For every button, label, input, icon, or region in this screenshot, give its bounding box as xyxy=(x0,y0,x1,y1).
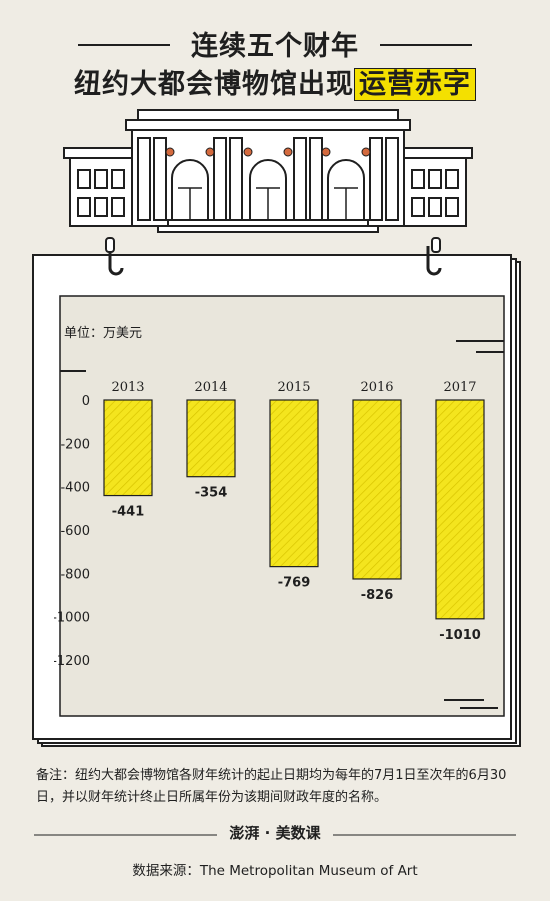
bar-chart: 0 -200 -400 -600 -800 -1000 -1200 2013 -441 2014… xyxy=(54,380,485,668)
bar xyxy=(186,399,236,478)
page-title-line1: 连续五个财年 xyxy=(191,31,359,62)
x-category-label: 2014 xyxy=(194,380,227,395)
bar-value-label: -441 xyxy=(112,505,145,520)
y-tick-label: -400 xyxy=(60,481,90,496)
page-title-line2: 纽约大都会博物馆出现 运营赤字 xyxy=(0,62,550,101)
y-tick-label: -1000 xyxy=(54,611,90,626)
x-category-label: 2016 xyxy=(360,380,393,395)
page-title-highlight: 运营赤字 xyxy=(354,68,476,101)
brand-mark: 澎湃 xyxy=(229,824,260,842)
bar-value-label: -826 xyxy=(361,588,394,603)
y-tick-label: -1200 xyxy=(54,654,90,668)
x-category-label: 2017 xyxy=(443,380,476,395)
title-rule-left xyxy=(78,44,170,46)
y-tick-label: 0 xyxy=(82,394,90,409)
bar xyxy=(435,399,485,620)
title-rule-right xyxy=(380,44,472,46)
bar xyxy=(352,399,402,580)
bar xyxy=(269,399,319,568)
y-tick-label: -200 xyxy=(60,437,90,452)
bar-value-label: -354 xyxy=(195,486,228,501)
data-source: 数据来源：The Metropolitan Museum of Art xyxy=(132,863,418,879)
museum-building-illustration xyxy=(63,109,473,233)
x-category-label: 2015 xyxy=(277,380,310,395)
brand-column-name: 美数课 xyxy=(275,824,321,842)
bar-value-label: -769 xyxy=(278,576,311,591)
footnote: 备注：纽约大都会博物馆各财年统计的起止日期均为每年的7月1日至次年的6月30日，… xyxy=(36,768,507,805)
bar-value-label: -1010 xyxy=(439,628,481,643)
brand-logo: 澎湃 · 美数课 xyxy=(0,822,550,843)
y-tick-label: -800 xyxy=(60,567,90,582)
x-category-label: 2013 xyxy=(111,380,144,395)
bar xyxy=(103,399,153,497)
y-tick-label: -600 xyxy=(60,524,90,539)
chart-board xyxy=(32,237,521,747)
unit-label: 单位：万美元 xyxy=(64,326,143,341)
page-title-prefix: 纽约大都会博物馆出现 xyxy=(74,69,354,100)
